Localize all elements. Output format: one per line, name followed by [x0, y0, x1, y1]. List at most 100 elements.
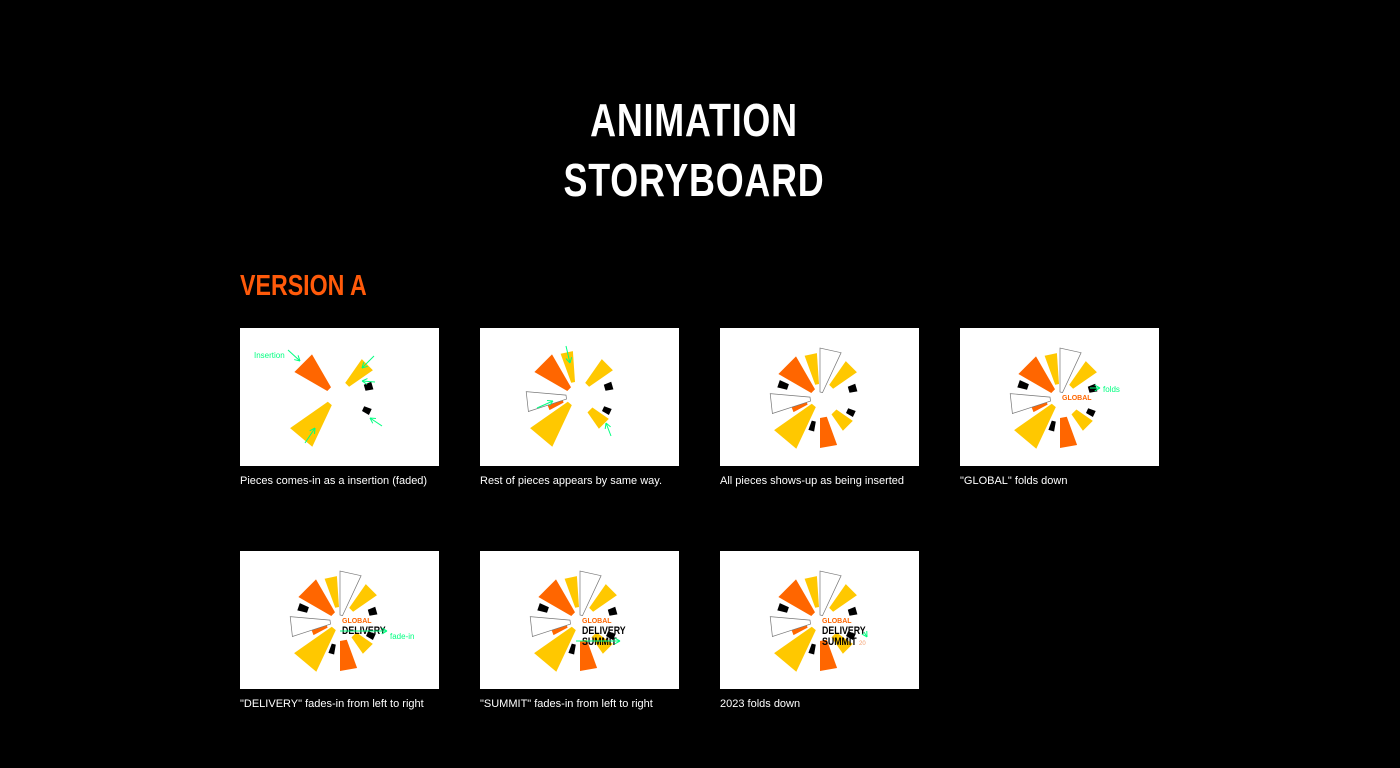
frame-caption: "DELIVERY" fades-in from left to right — [240, 698, 424, 710]
logo-wedge — [1018, 356, 1055, 393]
logo-wedge — [585, 359, 613, 387]
logo-wedge — [778, 579, 815, 616]
frame-caption: 2023 folds down — [720, 698, 801, 710]
logo-wedge — [820, 639, 838, 671]
logo-wedge — [591, 632, 613, 654]
logo-wedge — [790, 624, 808, 636]
frame-caption: "SUMMIT" fades-in from left to right — [480, 698, 653, 710]
section-title: VERSION A — [240, 270, 367, 302]
logo-wedge — [774, 403, 816, 449]
logo-wedge — [819, 570, 842, 617]
logo-wedge — [769, 393, 811, 414]
title-line-1: ANIMATION — [590, 94, 798, 146]
logo-wedge — [777, 380, 789, 390]
logo-wedge — [324, 576, 339, 608]
annotation-arrow-icon — [361, 378, 376, 385]
logo-wedge — [538, 579, 575, 616]
annotation-arrow-icon — [536, 399, 554, 409]
logo-year-text: 20 — [859, 641, 866, 647]
logo-wedge — [546, 399, 564, 411]
logo-wedge — [339, 570, 362, 617]
logo-wedge — [847, 606, 858, 616]
logo-wedge — [589, 584, 617, 612]
storyboard-frame: GLOBAL DELIVERY SUMMIT 20 — [720, 551, 919, 689]
logo-wedge — [580, 639, 598, 671]
frame-caption: Rest of pieces appears by same way. — [480, 475, 662, 487]
logo-wedge — [1059, 347, 1082, 394]
logo-wedge — [777, 603, 789, 613]
logo-wedge — [1048, 420, 1056, 432]
logo-wedge — [1009, 393, 1051, 414]
logo-wedge — [607, 606, 618, 616]
logo-wedge — [564, 576, 579, 608]
logo-wedge — [579, 570, 602, 617]
storyboard-frame: GLOBAL folds — [960, 328, 1159, 466]
annotation-arrow-icon — [304, 427, 316, 444]
logo-wedge — [587, 407, 609, 429]
logo-wedge — [1071, 409, 1093, 431]
storyboard-frame — [480, 328, 679, 466]
storyboard-frame: GLOBAL DELIVERY SUMMIT — [480, 551, 679, 689]
logo-wedge — [294, 354, 331, 391]
logo-wedge — [362, 406, 372, 415]
logo-wedge — [808, 420, 816, 432]
logo-wedge — [1017, 380, 1029, 390]
logo-wedge — [294, 626, 336, 672]
logo-wedge — [530, 401, 572, 447]
storyboard-frame: Insertion — [240, 328, 439, 466]
storyboard-frame: GLOBAL DELIVERY fade-in — [240, 551, 439, 689]
logo-wedge — [808, 643, 816, 655]
logo-wedge — [568, 643, 576, 655]
logo-delivery-text: DELIVERY — [582, 625, 626, 637]
annotation-arrow-icon — [369, 417, 383, 427]
logo-wedge — [819, 347, 842, 394]
logo-wedge — [537, 603, 549, 613]
annotation-arrow-icon — [287, 349, 301, 362]
logo-wedge — [534, 626, 576, 672]
annotation-label: folds — [1103, 385, 1120, 394]
logo-wedge — [804, 576, 819, 608]
frame-caption: Pieces comes-in as a insertion (faded) — [240, 475, 428, 487]
logo-wedge — [351, 632, 373, 654]
logo-wedge — [831, 409, 853, 431]
annotation-arrow-icon — [565, 345, 573, 364]
frame-caption: "GLOBAL" folds down — [960, 475, 1068, 487]
logo-wedge — [790, 401, 808, 413]
logo-wedge — [829, 584, 857, 612]
logo-wedge — [603, 381, 614, 391]
logo-wedge — [349, 584, 377, 612]
logo-wedge — [1044, 353, 1059, 385]
logo-global-text: GLOBAL — [342, 618, 372, 625]
annotation-arrow-icon — [361, 355, 375, 369]
logo-wedge — [525, 391, 567, 412]
title-line-2: STORYBOARD — [563, 154, 825, 206]
logo-wedge — [769, 616, 811, 637]
logo-wedge — [1030, 401, 1048, 413]
logo-wedge — [340, 639, 358, 671]
logo-wedge — [529, 616, 571, 637]
logo-global-text: GLOBAL — [582, 618, 612, 625]
logo-wedge — [804, 353, 819, 385]
logo-wedge — [534, 354, 571, 391]
annotation-label: fade-in — [390, 632, 414, 641]
logo-wedge — [831, 632, 853, 654]
logo-wedge — [846, 631, 856, 640]
logo-wedge — [297, 603, 309, 613]
logo-wedge — [298, 579, 335, 616]
logo-wedge — [289, 616, 331, 637]
logo-wedge — [1086, 408, 1096, 417]
logo-delivery-text: DELIVERY — [822, 625, 866, 637]
logo-wedge — [328, 643, 336, 655]
logo-wedge — [774, 626, 816, 672]
logo-wedge — [345, 359, 373, 387]
annotation-arrow-icon — [604, 422, 612, 437]
logo-wedge — [820, 416, 838, 448]
logo-wedge — [847, 383, 858, 393]
logo-summit-text: SUMMIT — [582, 636, 617, 648]
frame-caption: All pieces shows-up as being inserted — [720, 475, 905, 487]
annotation-arrow-icon — [340, 627, 388, 635]
logo-wedge — [367, 606, 378, 616]
logo-wedge — [1014, 403, 1056, 449]
logo-wedge — [606, 631, 616, 640]
annotation-label: Insertion — [254, 351, 285, 360]
